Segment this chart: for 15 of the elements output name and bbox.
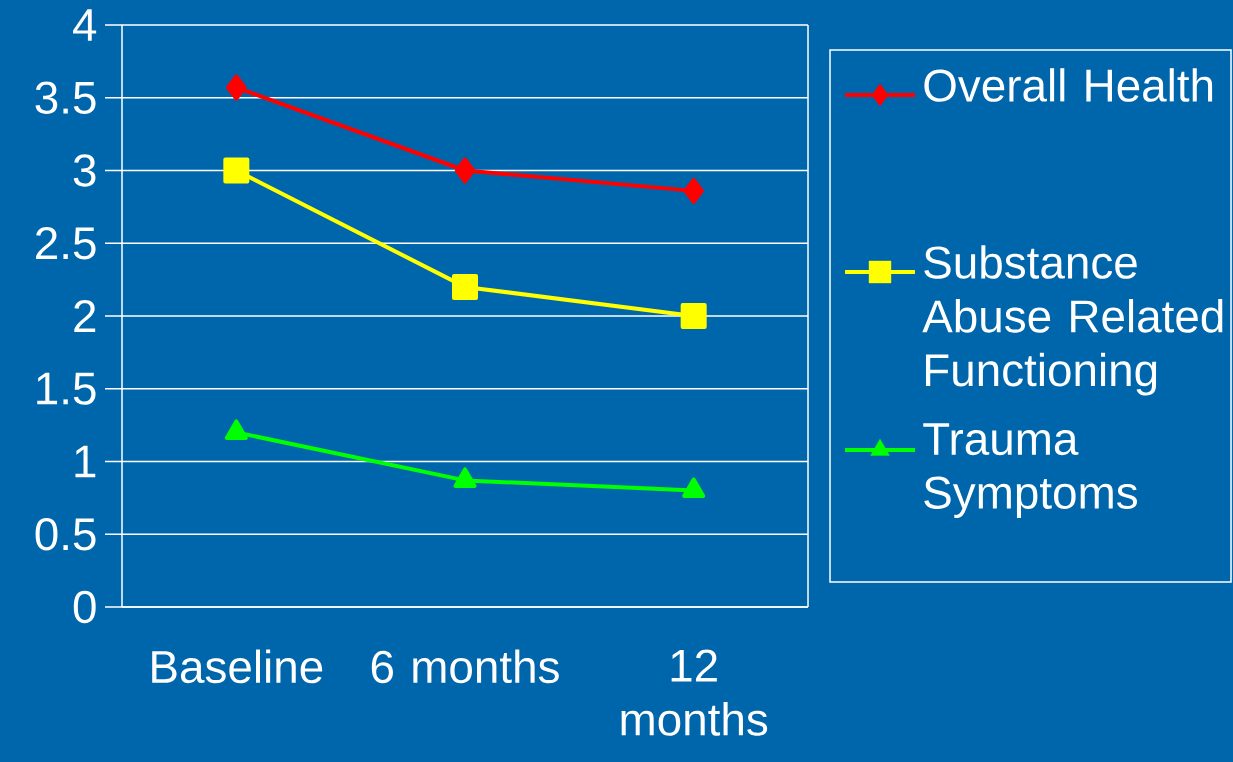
y-tick-label: 0.5 xyxy=(35,518,96,551)
x-tick-label: 6 months xyxy=(371,649,559,684)
x-tick-label: Baseline xyxy=(152,649,323,684)
y-tick-label: 4 xyxy=(73,9,97,41)
y-tick-label: 1 xyxy=(75,445,96,478)
y-tick-label: 1.5 xyxy=(37,372,96,405)
y-tick-label: 3.5 xyxy=(35,81,96,114)
x-tick-label: 12 months xyxy=(621,649,768,736)
legend-label: Overall Health xyxy=(924,68,1213,102)
y-tick-label: 3 xyxy=(73,154,96,187)
y-tick-label: 0 xyxy=(73,590,96,624)
y-tick-label: 2 xyxy=(74,300,96,332)
legend-label: Substance Abuse Related Functioning xyxy=(922,245,1223,396)
legend-label: Trauma Symptoms xyxy=(923,423,1138,519)
y-tick-label: 2.5 xyxy=(36,227,96,260)
